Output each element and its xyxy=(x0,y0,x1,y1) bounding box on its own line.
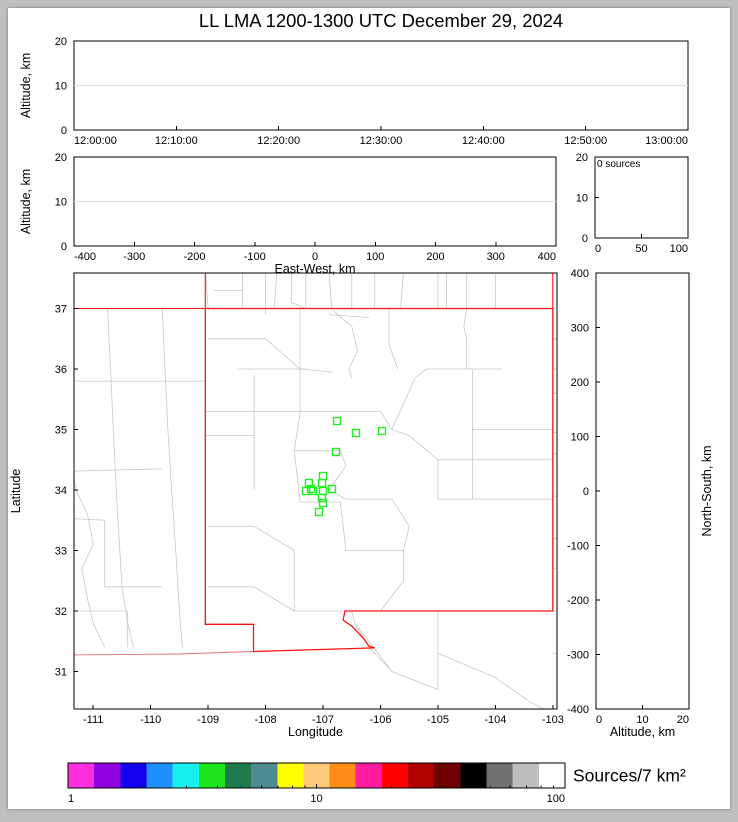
svg-text:-103: -103 xyxy=(542,714,564,726)
svg-text:-400: -400 xyxy=(567,704,589,716)
svg-text:12:00:00: 12:00:00 xyxy=(74,135,117,147)
svg-text:Longitude: Longitude xyxy=(288,725,343,739)
svg-text:37: 37 xyxy=(55,304,67,316)
svg-text:-104: -104 xyxy=(484,714,506,726)
svg-text:13:00:00: 13:00:00 xyxy=(645,135,688,147)
svg-text:0: 0 xyxy=(595,243,601,255)
svg-text:200: 200 xyxy=(426,251,444,263)
svg-text:34: 34 xyxy=(55,485,67,497)
svg-text:-100: -100 xyxy=(567,541,589,553)
svg-text:North-South, km: North-South, km xyxy=(700,445,714,536)
svg-text:Altitude, km: Altitude, km xyxy=(610,725,675,739)
svg-text:Altitude, km: Altitude, km xyxy=(19,53,33,118)
svg-text:12:20:00: 12:20:00 xyxy=(257,135,300,147)
svg-text:-111: -111 xyxy=(83,714,103,726)
svg-text:0: 0 xyxy=(596,714,602,726)
svg-text:100: 100 xyxy=(670,243,688,255)
svg-text:300: 300 xyxy=(571,323,589,335)
svg-text:32: 32 xyxy=(55,606,67,618)
svg-text:LL LMA 1200-1300 UTC December: LL LMA 1200-1300 UTC December 29, 2024 xyxy=(199,10,563,31)
svg-text:400: 400 xyxy=(571,268,589,280)
svg-text:1: 1 xyxy=(68,793,74,805)
svg-text:-100: -100 xyxy=(244,251,266,263)
svg-text:-105: -105 xyxy=(427,714,449,726)
svg-text:12:40:00: 12:40:00 xyxy=(462,135,505,147)
svg-text:-108: -108 xyxy=(255,714,277,726)
svg-text:-200: -200 xyxy=(183,251,205,263)
svg-text:0: 0 xyxy=(583,486,589,498)
svg-text:0: 0 xyxy=(61,241,67,253)
svg-text:33: 33 xyxy=(55,546,67,558)
svg-text:100: 100 xyxy=(366,251,384,263)
svg-text:10: 10 xyxy=(576,193,588,205)
svg-text:35: 35 xyxy=(55,425,67,437)
svg-text:10: 10 xyxy=(55,81,67,93)
svg-text:Altitude, km: Altitude, km xyxy=(19,169,33,234)
svg-text:-400: -400 xyxy=(74,251,96,263)
svg-text:100: 100 xyxy=(571,432,589,444)
svg-text:12:10:00: 12:10:00 xyxy=(155,135,198,147)
svg-text:-109: -109 xyxy=(197,714,219,726)
svg-text:100: 100 xyxy=(547,793,565,805)
svg-text:200: 200 xyxy=(571,377,589,389)
svg-text:-300: -300 xyxy=(123,251,145,263)
svg-text:50: 50 xyxy=(635,243,647,255)
svg-text:20: 20 xyxy=(677,714,689,726)
svg-text:-106: -106 xyxy=(369,714,391,726)
svg-text:20: 20 xyxy=(55,152,67,164)
svg-text:0: 0 xyxy=(582,233,588,245)
svg-text:12:50:00: 12:50:00 xyxy=(564,135,607,147)
svg-text:12:30:00: 12:30:00 xyxy=(360,135,403,147)
svg-text:-200: -200 xyxy=(567,595,589,607)
svg-text:0 sources: 0 sources xyxy=(597,159,640,170)
svg-text:-110: -110 xyxy=(140,714,161,726)
svg-text:Sources/7 km²: Sources/7 km² xyxy=(573,766,686,786)
svg-text:East-West, km: East-West, km xyxy=(274,262,355,276)
svg-text:400: 400 xyxy=(538,251,556,263)
svg-text:-300: -300 xyxy=(567,650,589,662)
svg-text:300: 300 xyxy=(487,251,505,263)
svg-text:Latitude: Latitude xyxy=(9,469,23,514)
svg-text:20: 20 xyxy=(55,36,67,48)
svg-text:20: 20 xyxy=(576,152,588,164)
svg-text:10: 10 xyxy=(55,197,67,209)
svg-text:36: 36 xyxy=(55,364,67,376)
svg-text:0: 0 xyxy=(61,125,67,137)
svg-text:10: 10 xyxy=(310,793,322,805)
svg-text:31: 31 xyxy=(55,667,67,679)
